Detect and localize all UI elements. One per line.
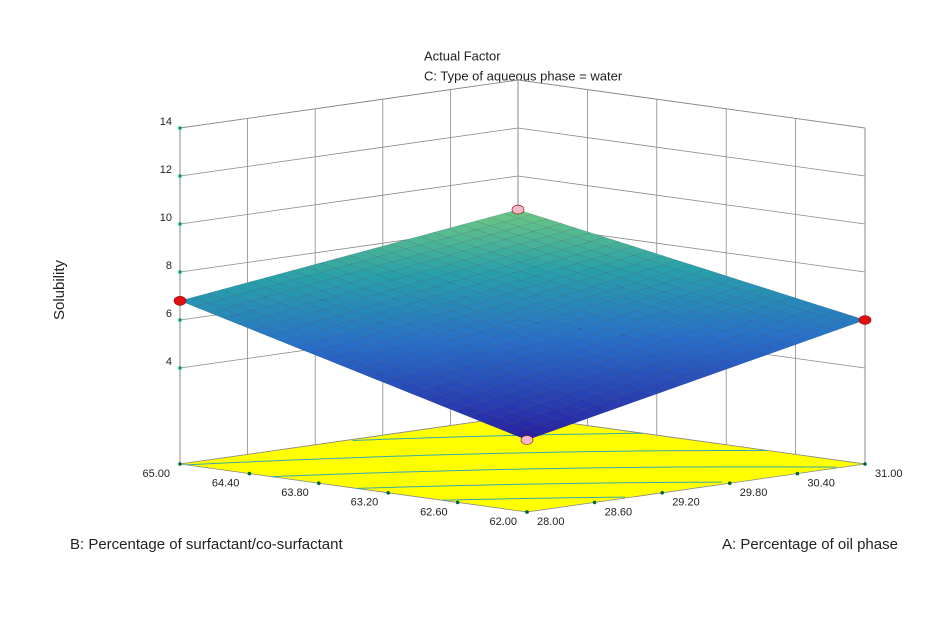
design-point <box>173 295 187 306</box>
y-axis-label: B: Percentage of surfactant/co-surfactan… <box>70 536 343 553</box>
z-tick-label: 4 <box>166 356 172 368</box>
tick-mark <box>455 500 460 505</box>
y-tick-label: 65.00 <box>142 468 170 480</box>
contour-line <box>271 466 837 478</box>
design-point <box>520 435 534 445</box>
y-tick-label: 63.20 <box>351 497 379 509</box>
tick-mark <box>178 126 182 130</box>
z-tick-label: 8 <box>166 260 172 272</box>
x-axis-label: A: Percentage of oil phase <box>722 536 898 553</box>
tick-mark <box>178 462 182 466</box>
contour-line <box>186 449 768 466</box>
tick-mark <box>863 462 867 466</box>
tick-mark <box>317 481 321 486</box>
x-tick-label: 31.00 <box>875 468 903 480</box>
x-tick-label: 29.80 <box>740 487 768 499</box>
tick-mark <box>247 471 252 476</box>
contour-line <box>356 481 723 489</box>
y-tick-label: 64.40 <box>212 478 240 490</box>
z-tick-label: 14 <box>160 116 172 128</box>
tick-mark <box>728 481 732 486</box>
grid-line <box>179 79 866 129</box>
tick-mark <box>795 471 800 476</box>
design-point <box>511 204 525 215</box>
grid-line <box>179 127 866 177</box>
tick-mark <box>178 174 182 178</box>
tick-mark <box>178 270 182 274</box>
z-axis-label: Solubility <box>51 259 68 320</box>
tick-mark <box>178 366 182 370</box>
y-tick-label: 62.00 <box>489 516 517 528</box>
chart-subtitle: C: Type of aqueous phase = water <box>424 68 623 83</box>
y-tick-label: 63.80 <box>281 487 309 499</box>
x-tick-label: 28.60 <box>605 506 633 518</box>
tick-mark <box>592 500 597 505</box>
z-tick-label: 12 <box>160 164 172 176</box>
y-tick-label: 62.60 <box>420 506 448 518</box>
chart-title: Actual Factor <box>424 48 501 63</box>
z-tick-label: 6 <box>166 308 172 320</box>
design-point <box>858 315 872 325</box>
x-tick-label: 28.00 <box>537 516 565 528</box>
x-tick-label: 30.40 <box>807 478 835 490</box>
tick-mark <box>660 491 664 495</box>
tick-mark <box>525 510 529 514</box>
x-tick-label: 29.20 <box>672 497 700 509</box>
contour-line <box>441 496 626 501</box>
z-tick-label: 10 <box>160 212 172 224</box>
contour-line <box>352 432 643 441</box>
tick-mark <box>386 491 391 495</box>
tick-mark <box>178 318 182 322</box>
tick-mark <box>178 222 182 226</box>
surface <box>179 209 866 441</box>
